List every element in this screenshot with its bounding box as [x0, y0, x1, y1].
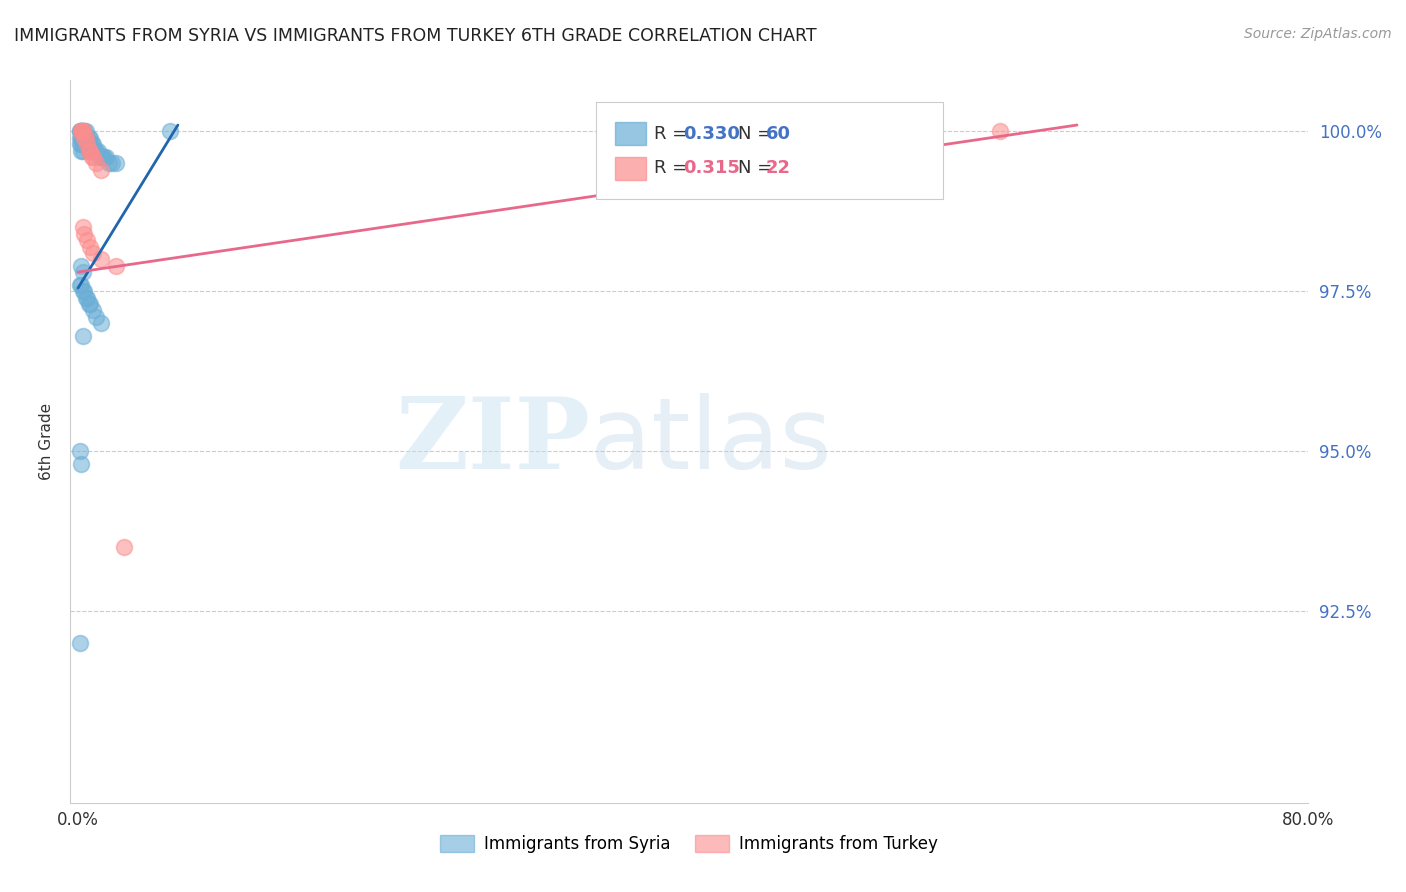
Text: atlas: atlas [591, 393, 831, 490]
Point [72, 137, 94, 152]
Text: 0.330: 0.330 [683, 125, 740, 143]
Point [73, 285, 96, 299]
Point [90, 162, 112, 177]
Point [70, 144, 93, 158]
Point [70, 124, 93, 138]
FancyBboxPatch shape [614, 122, 645, 145]
Point [69, 131, 91, 145]
Point [75, 124, 97, 138]
Point [77, 131, 100, 145]
Point [93, 150, 115, 164]
Point [94, 150, 117, 164]
Point [72, 124, 94, 138]
Point [73, 131, 96, 145]
Point [91, 150, 114, 164]
Point [86, 310, 108, 324]
Point [83, 144, 105, 158]
Point [112, 540, 135, 554]
Point [69, 636, 91, 650]
Point [76, 137, 98, 152]
Point [97, 156, 120, 170]
Point [76, 291, 98, 305]
Point [70, 457, 93, 471]
Text: R =: R = [654, 160, 693, 178]
Point [82, 137, 104, 152]
Text: 60: 60 [766, 125, 790, 143]
Point [69, 137, 91, 152]
Point [90, 150, 112, 164]
FancyBboxPatch shape [596, 102, 942, 200]
Point [82, 144, 104, 158]
Text: 0.315: 0.315 [683, 160, 740, 178]
Point [77, 144, 100, 158]
Point [72, 124, 94, 138]
Point [105, 156, 128, 170]
Text: N =: N = [738, 160, 779, 178]
Point [105, 259, 128, 273]
Point [75, 137, 97, 152]
Point [69, 277, 91, 292]
Point [86, 156, 108, 170]
Point [76, 137, 98, 152]
Point [73, 131, 96, 145]
Point [70, 131, 93, 145]
Point [72, 265, 94, 279]
Point [70, 124, 93, 138]
Point [70, 124, 93, 138]
Point [87, 144, 110, 158]
FancyBboxPatch shape [614, 157, 645, 180]
Point [86, 144, 108, 158]
Text: N =: N = [738, 125, 779, 143]
Text: Source: ZipAtlas.com: Source: ZipAtlas.com [1244, 27, 1392, 41]
Point [79, 239, 101, 253]
Point [76, 233, 98, 247]
Y-axis label: 6th Grade: 6th Grade [39, 403, 55, 480]
Point [77, 297, 100, 311]
Point [72, 144, 94, 158]
Point [72, 124, 94, 138]
Point [75, 131, 97, 145]
Text: ZIP: ZIP [395, 393, 591, 490]
Point [77, 137, 100, 152]
Point [70, 124, 93, 138]
Point [82, 303, 104, 318]
Point [72, 131, 94, 145]
Point [72, 220, 94, 235]
Point [79, 297, 101, 311]
Point [69, 124, 91, 138]
Point [75, 291, 97, 305]
Point [77, 144, 100, 158]
Point [82, 246, 104, 260]
Point [90, 252, 112, 267]
Point [72, 124, 94, 138]
Point [159, 124, 181, 138]
Point [76, 131, 98, 145]
Point [73, 137, 96, 152]
Point [80, 144, 103, 158]
Point [72, 285, 94, 299]
Point [89, 150, 111, 164]
Point [75, 131, 97, 145]
Point [73, 124, 96, 138]
Point [79, 137, 101, 152]
Point [69, 444, 91, 458]
Point [101, 156, 124, 170]
Text: R =: R = [654, 125, 693, 143]
Point [69, 124, 91, 138]
Point [79, 131, 101, 145]
Point [72, 329, 94, 343]
Point [988, 124, 1011, 138]
Point [73, 227, 96, 241]
Point [80, 137, 103, 152]
Point [90, 316, 112, 330]
Point [80, 150, 103, 164]
Legend: Immigrants from Syria, Immigrants from Turkey: Immigrants from Syria, Immigrants from T… [434, 828, 943, 860]
Point [70, 259, 93, 273]
Point [82, 150, 104, 164]
Point [70, 137, 93, 152]
Point [79, 144, 101, 158]
Text: IMMIGRANTS FROM SYRIA VS IMMIGRANTS FROM TURKEY 6TH GRADE CORRELATION CHART: IMMIGRANTS FROM SYRIA VS IMMIGRANTS FROM… [14, 27, 817, 45]
Point [70, 277, 93, 292]
Text: 22: 22 [766, 160, 790, 178]
